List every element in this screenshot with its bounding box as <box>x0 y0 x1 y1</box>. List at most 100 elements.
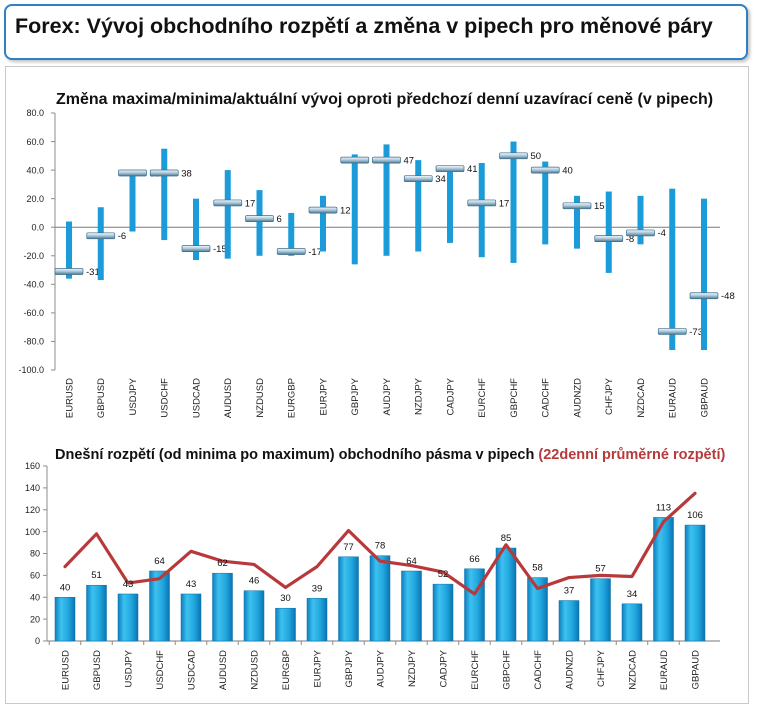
y-tick-label: 40 <box>30 592 40 602</box>
category-label-nzdusd: NZDUSD <box>249 650 260 690</box>
category-label-cadjpy: CADJPY <box>445 377 456 415</box>
current-label-usdcad: -15 <box>213 244 227 255</box>
range-bar-usdjpy <box>129 170 136 232</box>
category-label-nzdcad: NZDCAD <box>627 650 638 690</box>
category-label-gbpchf: GBPCHF <box>509 378 520 418</box>
current-marker-usdchf <box>149 169 179 177</box>
current-marker-eurjpy <box>308 206 338 214</box>
y-tick-label: 80 <box>30 549 40 559</box>
current-label-gbpaud: -48 <box>721 291 735 302</box>
range-bar-cadchf <box>542 161 549 245</box>
avg-range-legend: (22denní průměrné rozpětí) <box>538 447 726 463</box>
category-label-eurgbp: EURGBP <box>287 378 298 418</box>
bar-label-audnzd: 37 <box>564 586 575 597</box>
y-tick-label: 120 <box>25 505 40 515</box>
category-label-eurgbp: EURGBP <box>281 650 292 690</box>
y-tick-label: 60 <box>30 571 40 581</box>
bar-label-euraud: 113 <box>656 502 671 513</box>
current-marker-eurusd <box>54 268 84 275</box>
range-bar-nzdjpy <box>415 160 422 252</box>
bar-nzdusd <box>243 590 265 642</box>
bar-audusd <box>212 572 233 642</box>
bar-usdchf <box>149 570 170 642</box>
current-label-gbpusd: -6 <box>118 231 126 242</box>
y-tick-label: 160 <box>25 461 40 471</box>
bar-label-gbpaud: 106 <box>687 510 703 521</box>
range-bar-nzdusd <box>256 190 263 256</box>
bar-gbpjpy <box>338 556 359 642</box>
category-label-nzdusd: NZDUSD <box>255 378 266 418</box>
bar-audnzd <box>558 600 580 642</box>
bar-eurjpy <box>306 598 328 642</box>
category-label-nzdcad: NZDCAD <box>636 378 647 418</box>
y-tick-label: -80.0 <box>23 337 44 347</box>
y-tick-label: 0.0 <box>31 222 44 232</box>
range-bar-eurchf <box>478 162 485 258</box>
range-bar-nzdcad <box>637 195 644 245</box>
bar-gbpusd <box>86 584 107 642</box>
y-tick-label: -40.0 <box>23 280 44 290</box>
range-bar-gbpjpy <box>351 154 358 265</box>
bar-label-gbpjpy: 77 <box>343 542 354 553</box>
current-label-euraud: -73 <box>689 327 703 338</box>
current-label-nzdjpy: 34 <box>435 174 446 185</box>
category-label-eurusd: EURUSD <box>60 650 71 690</box>
bar-nzdcad <box>621 603 643 642</box>
bar-label-audusd: 62 <box>217 558 228 569</box>
range-bar-eurusd <box>66 221 72 279</box>
bar-label-eurgbp: 30 <box>280 593 291 604</box>
current-label-audnzd: 15 <box>594 201 605 212</box>
current-marker-usdjpy <box>118 169 147 177</box>
y-tick-label: 80.0 <box>26 108 44 118</box>
y-tick-label: 20 <box>30 614 40 624</box>
bar-label-audjpy: 78 <box>375 541 386 552</box>
category-label-cadchf: CADCHF <box>533 650 544 690</box>
current-marker-cadchf <box>530 166 560 174</box>
y-tick-label: -100.0 <box>18 365 44 375</box>
bar-cadjpy <box>432 583 454 642</box>
category-label-usdcad: USDCAD <box>186 650 197 690</box>
current-label-nzdusd: 6 <box>277 214 282 225</box>
y-tick-label: 40.0 <box>26 165 44 175</box>
y-tick-label: 20.0 <box>26 194 44 204</box>
bar-label-nzdusd: 46 <box>249 576 260 587</box>
current-label-usdchf: 38 <box>181 168 192 179</box>
bar-eurchf <box>464 568 485 642</box>
current-label-gbpchf: 50 <box>531 151 542 162</box>
spread-chart-title-main: Dnešní rozpětí (od minima po maximum) ob… <box>55 447 535 463</box>
range-bar-eurjpy <box>320 195 326 252</box>
category-label-eurjpy: EURJPY <box>312 649 323 687</box>
bar-usdjpy <box>117 593 139 642</box>
current-marker-gbpjpy <box>340 156 370 164</box>
range-bar-chfjpy <box>605 191 612 273</box>
range-bar-usdcad <box>193 198 199 261</box>
spread-chart-title: Dnešní rozpětí (od minima po maximum) ob… <box>55 448 725 463</box>
current-marker-chfjpy <box>594 235 624 242</box>
range-bar-euraud <box>669 188 676 351</box>
range-bar-gbpaud <box>701 198 707 351</box>
category-label-usdchf: USDCHF <box>160 378 171 418</box>
y-tick-label: 140 <box>25 483 40 493</box>
range-chart: 80.0 60.0 40.0 20.0 0.0 -20.0 -40.0 -60.0 -80.0 -… <box>18 108 734 418</box>
current-marker-gbpchf <box>499 152 528 160</box>
category-label-gbpaud: GBPAUD <box>699 378 710 418</box>
current-label-chfjpy: -8 <box>626 234 634 245</box>
category-label-audnzd: AUDNZD <box>564 650 575 690</box>
category-label-chfjpy: CHFJPY <box>596 649 607 687</box>
category-label-cadchf: CADCHF <box>541 378 552 418</box>
category-label-euraud: EURAUD <box>659 650 670 690</box>
current-label-eurgbp: -17 <box>308 247 322 258</box>
bar-gbpchf <box>495 547 517 642</box>
category-label-nzdjpy: NZDJPY <box>407 649 418 687</box>
category-label-usdjpy: USDJPY <box>123 649 134 687</box>
y-tick-label: 60.0 <box>26 137 44 147</box>
bar-audjpy <box>369 555 391 642</box>
bar-label-gbpchf: 85 <box>501 533 512 544</box>
category-label-audjpy: AUDJPY <box>375 649 386 687</box>
category-label-eurjpy: EURJPY <box>318 377 329 415</box>
range-bar-gbpchf <box>510 141 517 263</box>
bar-chfjpy <box>590 578 611 642</box>
range-bar-audnzd <box>574 195 580 249</box>
y-tick-label: -20.0 <box>23 251 44 261</box>
